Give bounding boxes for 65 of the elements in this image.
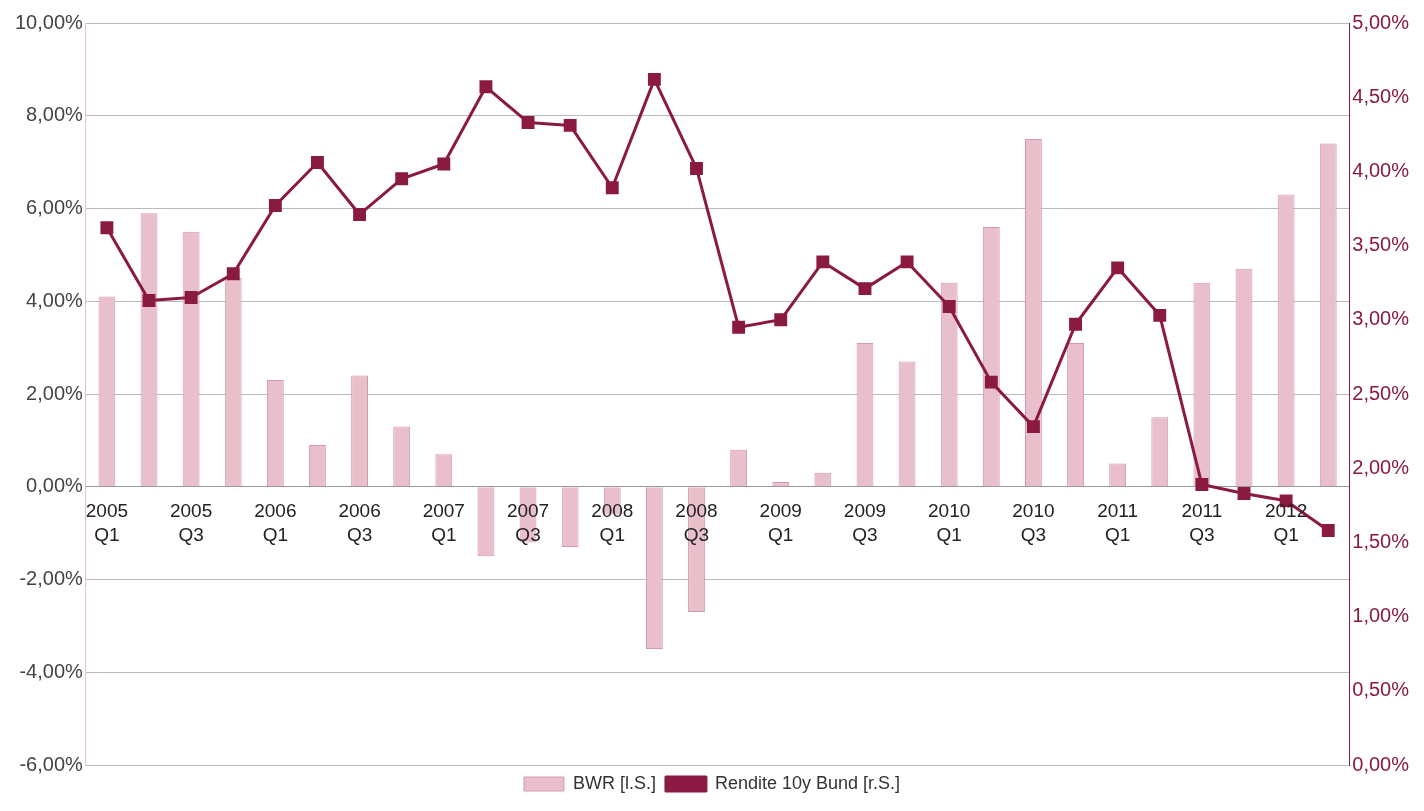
y2-tick-label: 1,00% (1352, 604, 1410, 627)
y2-tick-label: 4,50% (1352, 84, 1410, 107)
y2-tick-label: 3,50% (1352, 233, 1410, 256)
x-tick-label: 2007 Q3 (506, 500, 550, 546)
x-tick-label: 2006 Q1 (254, 500, 297, 546)
x-tick-label: 2011 Q1 (1097, 500, 1139, 546)
x-tick-label: 2009 Q1 (759, 500, 802, 546)
point (858, 282, 872, 296)
x-tick-label: 2007 Q1 (422, 500, 465, 546)
point (479, 80, 493, 94)
x-tick-label: 2010 Q1 (928, 500, 971, 546)
point (774, 313, 788, 327)
x-tick-label: 2011 Q3 (1181, 500, 1223, 546)
point (353, 207, 367, 221)
point (563, 118, 577, 132)
legend-label: BWR [l.S.] (572, 772, 656, 793)
point (184, 291, 198, 304)
y-tick-label: 0,00% (26, 474, 84, 497)
y2-tick-label: 5,00% (1352, 10, 1410, 33)
point (690, 161, 703, 175)
y2-tick-label: 3,00% (1352, 307, 1410, 330)
x-tick-label: 2005 Q3 (169, 500, 213, 546)
point (226, 267, 240, 281)
y-tick-label: 6,00% (26, 196, 84, 219)
point (395, 172, 409, 186)
point (268, 199, 282, 212)
point (900, 255, 914, 269)
point (100, 221, 114, 235)
point (142, 294, 156, 307)
x-tick-label: 2010 Q3 (1012, 500, 1055, 546)
x-tick-label: 2008 Q3 (675, 500, 718, 546)
point (1321, 524, 1335, 537)
point (816, 255, 830, 269)
point (437, 157, 451, 171)
point (1111, 261, 1125, 275)
x-tick-label: 2005 Q1 (85, 500, 129, 546)
point (984, 375, 998, 389)
y-tick-label: -6,00% (19, 752, 84, 775)
point (1153, 308, 1167, 322)
point (942, 299, 956, 313)
legend-label: Rendite 10y Bund [r.S.] (714, 772, 901, 793)
y2-tick-label: 0,50% (1352, 678, 1410, 701)
x-tick-label: 2009 Q3 (843, 500, 887, 546)
point (647, 72, 661, 86)
point (311, 156, 324, 169)
point (1026, 420, 1040, 434)
y-tick-label: 10,00% (14, 10, 84, 33)
point (605, 181, 619, 195)
y2-tick-label: 2,00% (1352, 455, 1410, 478)
y2-tick-label: 4,00% (1352, 158, 1410, 181)
y2-tick-label: 0,00% (1352, 752, 1410, 775)
point (1195, 478, 1209, 491)
y-tick-label: 4,00% (26, 288, 84, 311)
point (732, 320, 746, 334)
y2-tick-label: 2,50% (1352, 381, 1410, 404)
y-tick-label: 2,00% (26, 381, 84, 404)
point (1237, 486, 1251, 500)
x-tick-label: 2006 Q3 (338, 500, 381, 546)
y-tick-label: 8,00% (26, 103, 84, 126)
point (521, 115, 535, 129)
y-tick-label: -2,00% (19, 567, 84, 590)
x-tick-label: 2008 Q1 (591, 500, 634, 546)
y-tick-label: -4,00% (19, 659, 84, 682)
y2-tick-label: 1,50% (1352, 529, 1410, 552)
point (1069, 317, 1082, 331)
